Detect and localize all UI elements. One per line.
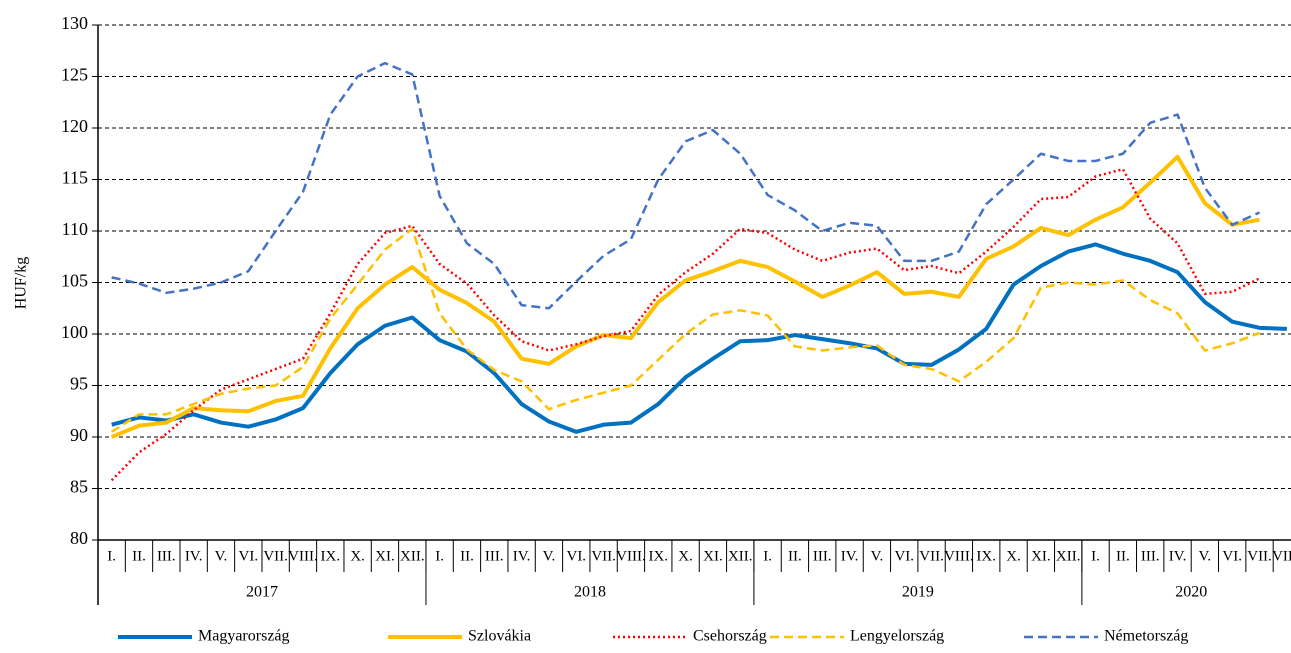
series-line: [110, 227, 1260, 433]
x-tick-label: VIII.: [616, 548, 646, 564]
year-label: 2020: [1175, 584, 1207, 601]
x-tick-label: I.: [107, 548, 116, 564]
x-tick-label: X.: [1006, 548, 1021, 564]
x-tick-label: II.: [460, 548, 474, 564]
x-tick-label: XII.: [1056, 548, 1081, 564]
legend-label: Németország: [1104, 628, 1188, 645]
x-tick-label: IV.: [841, 548, 859, 564]
y-axis-label: HUF/kg: [13, 257, 30, 309]
x-tick-label: II.: [132, 548, 146, 564]
x-tick-label: X.: [678, 548, 693, 564]
y-tick-label: 80: [70, 528, 88, 548]
y-tick-label: 115: [62, 168, 88, 188]
x-tick-label: III.: [157, 548, 176, 564]
x-tick-label: I.: [763, 548, 772, 564]
series-line: [111, 61, 1261, 310]
legend-label: Szlovákia: [468, 628, 531, 645]
x-tick-label: VII.: [591, 548, 616, 564]
x-tick-label: VII.: [919, 548, 944, 564]
y-tick-label: 105: [61, 271, 88, 291]
x-tick-label: XII.: [728, 548, 753, 564]
x-tick-label: IX.: [976, 548, 996, 564]
x-tick-label: XI.: [1031, 548, 1051, 564]
y-tick-label: 120: [61, 116, 88, 136]
x-tick-label: III.: [485, 548, 504, 564]
legend-label: Csehország: [693, 628, 767, 645]
y-tick-label: 95: [70, 374, 88, 394]
x-tick-label: IV.: [1169, 548, 1187, 564]
legend-label: Magyarország: [198, 628, 290, 645]
y-tick-label: 125: [61, 65, 88, 85]
x-tick-label: V.: [871, 548, 884, 564]
x-tick-label: VII.: [263, 548, 288, 564]
x-tick-label: VI.: [1222, 548, 1242, 564]
x-tick-label: IX.: [648, 548, 668, 564]
x-tick-label: XI.: [703, 548, 723, 564]
x-tick-label: II.: [788, 548, 802, 564]
x-tick-label: VI.: [894, 548, 914, 564]
x-tick-label: I.: [1091, 548, 1100, 564]
x-tick-label: III.: [1141, 548, 1160, 564]
x-tick-label: IX.: [321, 548, 341, 564]
x-tick-label: IV.: [513, 548, 531, 564]
x-tick-label: XI.: [375, 548, 395, 564]
x-tick-label: VI.: [566, 548, 586, 564]
series-line: [111, 242, 1287, 434]
y-tick-label: 110: [62, 219, 88, 239]
year-label: 2018: [574, 584, 606, 601]
year-label: 2019: [902, 584, 934, 601]
y-tick-label: 100: [61, 322, 88, 342]
legend-label: Lengyelország: [850, 628, 944, 645]
x-tick-label: V.: [543, 548, 556, 564]
y-tick-label: 130: [61, 13, 88, 33]
year-label: 2017: [246, 584, 278, 601]
x-tick-label: IV.: [185, 548, 203, 564]
x-tick-label: VII.: [1247, 548, 1272, 564]
x-tick-label: V.: [215, 548, 228, 564]
x-tick-label: X.: [350, 548, 365, 564]
x-tick-label: VIII.: [288, 548, 318, 564]
x-tick-label: VIII.: [944, 548, 974, 564]
x-tick-label: XII.: [400, 548, 425, 564]
y-tick-label: 85: [70, 477, 88, 497]
series-line: [110, 167, 1261, 482]
y-tick-label: 90: [70, 425, 88, 445]
series-line: [110, 154, 1260, 439]
x-tick-label: III.: [813, 548, 832, 564]
x-tick-label: II.: [1116, 548, 1130, 564]
x-tick-label: VI.: [239, 548, 259, 564]
x-tick-label: V.: [1199, 548, 1212, 564]
x-tick-label: I.: [435, 548, 444, 564]
x-tick-label: VIII.: [1272, 548, 1291, 564]
